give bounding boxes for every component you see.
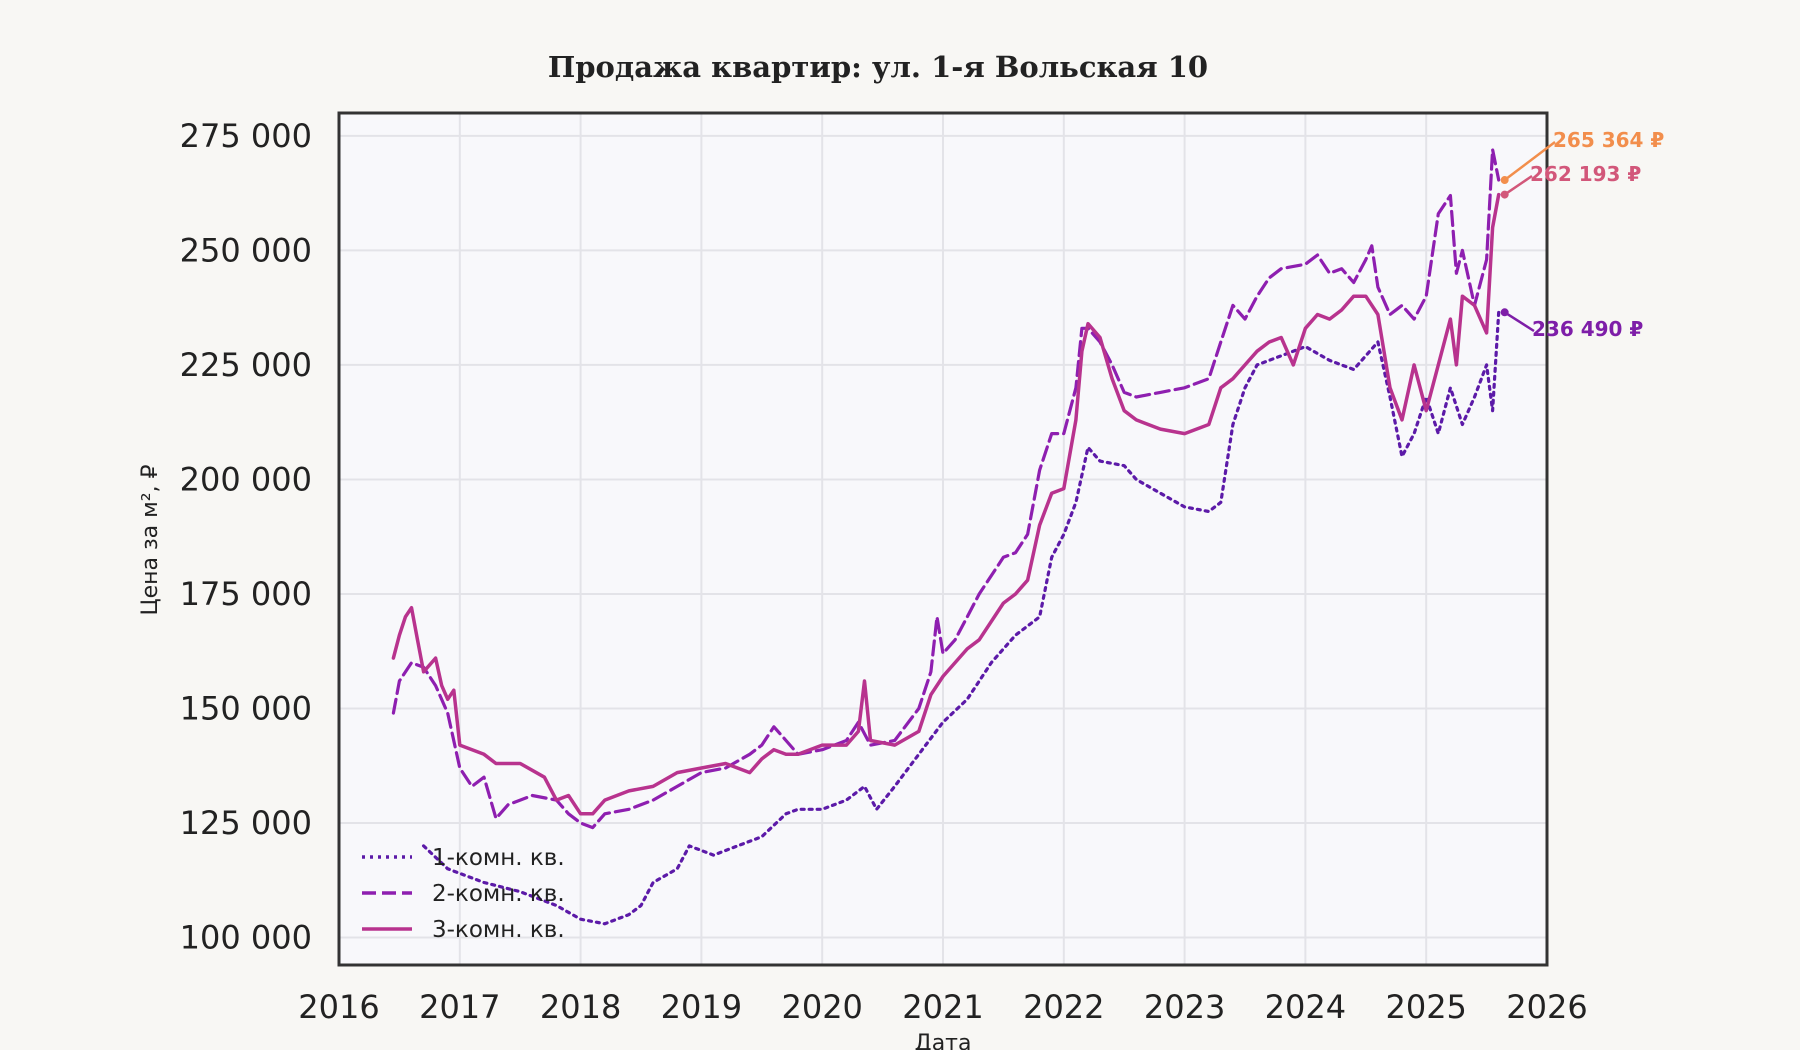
annotation-arrowhead: [1500, 308, 1509, 317]
y-axis-label: Цена за м², ₽: [138, 464, 163, 615]
annotation-arrow: [1504, 311, 1535, 333]
x-axis-ticks: 2016 2017 2018 2019 2020 2021 2022 2023 2024 2025…: [298, 988, 1587, 1026]
x-tick-label: 2021: [902, 988, 983, 1026]
x-tick-label: 2022: [1023, 988, 1104, 1026]
annotations: 265 364 ₽ 262 193 ₽ 236 490 ₽: [1500, 128, 1664, 341]
series-line-2: [391, 148, 1501, 830]
series-lines: [391, 148, 1501, 926]
annotation-arrow: [1503, 174, 1533, 196]
y-tick-label: 275 000: [180, 117, 312, 155]
legend-label: 2-комн. кв.: [432, 881, 565, 907]
annotation-label: 265 364 ₽: [1553, 128, 1664, 152]
annotation-arrowhead: [1500, 190, 1509, 199]
series-line-3: [391, 192, 1501, 816]
series-line-1: [422, 310, 1501, 926]
y-tick-label: 125 000: [180, 804, 312, 842]
legend: 1-комн. кв. 2-комн. кв. 3-комн. кв.: [362, 845, 565, 943]
y-tick-label: 225 000: [180, 346, 312, 384]
annotation-label: 236 490 ₽: [1532, 317, 1643, 341]
legend-label: 1-комн. кв.: [432, 845, 565, 871]
x-tick-label: 2023: [1144, 988, 1225, 1026]
x-tick-label: 2026: [1506, 988, 1587, 1026]
chart-title: Продажа квартир: ул. 1-я Вольская 10: [548, 50, 1208, 84]
y-tick-label: 150 000: [180, 689, 312, 727]
y-tick-label: 200 000: [180, 460, 312, 498]
y-axis-ticks: 100 000 125 000 150 000 175 000 200 000 225 0…: [180, 117, 312, 957]
x-tick-label: 2025: [1385, 988, 1466, 1026]
y-tick-label: 250 000: [180, 231, 312, 269]
annotation-label: 262 193 ₽: [1530, 162, 1641, 186]
annotation-arrowhead: [1500, 176, 1509, 185]
legend-label: 3-комн. кв.: [432, 917, 565, 943]
x-tick-label: 2016: [298, 988, 379, 1026]
x-tick-label: 2017: [419, 988, 500, 1026]
x-tick-label: 2018: [540, 988, 621, 1026]
x-axis-label: Дата: [915, 1031, 972, 1050]
x-tick-label: 2024: [1265, 988, 1346, 1026]
x-tick-label: 2020: [781, 988, 862, 1026]
plot-frame: [337, 111, 1549, 967]
x-tick-label: 2019: [661, 988, 742, 1026]
y-tick-label: 100 000: [180, 919, 312, 957]
annotation-arrow: [1503, 141, 1556, 182]
y-tick-label: 175 000: [180, 575, 312, 613]
